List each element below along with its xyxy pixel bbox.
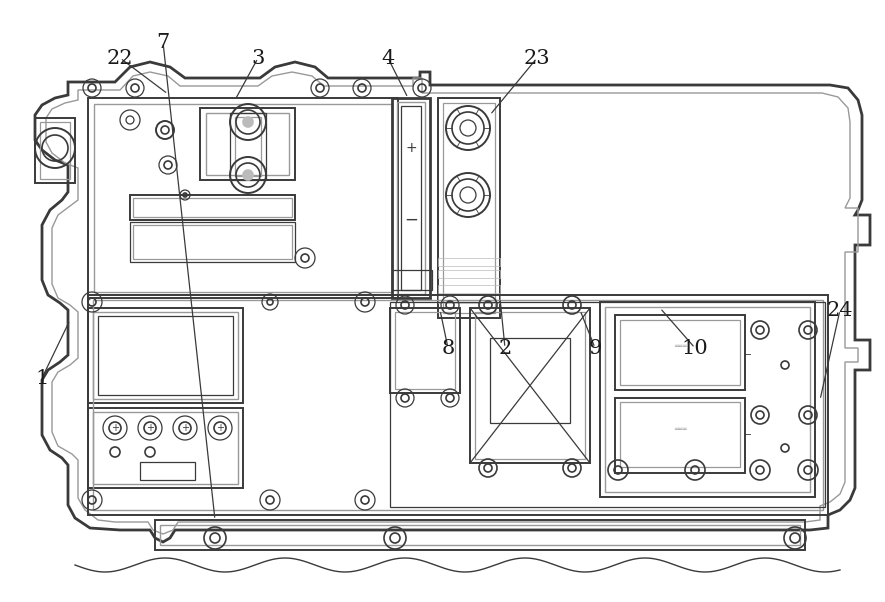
Bar	[206, 113, 289, 175]
Bar	[133, 198, 292, 217]
Bar	[438, 285, 500, 293]
Bar	[615, 398, 745, 473]
Bar	[35, 118, 75, 183]
Text: 8: 8	[442, 338, 455, 358]
Text: ─: ─	[744, 430, 750, 440]
Bar	[94, 104, 392, 292]
Bar	[93, 312, 238, 399]
Bar	[133, 225, 292, 259]
Circle shape	[243, 170, 253, 180]
Text: 10: 10	[681, 338, 708, 358]
Bar	[392, 270, 432, 290]
Bar	[88, 98, 398, 298]
Text: ─: ─	[744, 350, 750, 360]
Bar	[600, 302, 815, 497]
Bar	[475, 312, 585, 459]
Bar	[392, 98, 430, 298]
Text: 9: 9	[589, 338, 602, 358]
Bar	[200, 108, 295, 180]
Text: 22: 22	[107, 49, 134, 67]
Text: +: +	[216, 423, 224, 433]
Text: +: +	[146, 423, 154, 433]
Bar	[88, 308, 243, 403]
Text: +: +	[111, 423, 119, 433]
Bar	[470, 308, 590, 463]
Circle shape	[243, 117, 253, 127]
Bar	[438, 258, 500, 266]
Bar	[235, 117, 261, 176]
Text: +: +	[405, 141, 417, 155]
Bar	[88, 295, 828, 515]
Text: 7: 7	[157, 33, 170, 52]
Bar	[130, 222, 295, 262]
Bar	[397, 102, 425, 294]
Bar	[620, 320, 740, 385]
Text: 1: 1	[35, 368, 49, 388]
Bar	[93, 300, 823, 510]
Bar	[395, 312, 455, 389]
Bar	[98, 316, 233, 395]
Text: ═══: ═══	[673, 342, 687, 348]
Bar	[605, 307, 810, 492]
Text: ═══: ═══	[673, 425, 687, 431]
Bar	[160, 525, 800, 545]
Bar	[620, 402, 740, 467]
Text: −: −	[404, 211, 418, 229]
Bar	[438, 98, 500, 318]
Bar	[390, 308, 460, 393]
Bar	[390, 302, 825, 507]
Text: 2: 2	[498, 338, 512, 358]
Bar	[140, 462, 195, 480]
Bar	[230, 113, 266, 180]
Text: 4: 4	[381, 49, 395, 67]
Bar	[490, 338, 570, 423]
Bar	[130, 195, 295, 220]
Bar	[155, 520, 805, 550]
Bar	[438, 270, 500, 278]
Text: 23: 23	[524, 49, 550, 67]
Text: 24: 24	[827, 300, 853, 320]
Bar	[615, 315, 745, 390]
Bar	[443, 103, 495, 313]
Text: +: +	[181, 423, 189, 433]
Bar	[401, 106, 421, 290]
Bar	[88, 408, 243, 488]
Bar	[40, 122, 70, 179]
Bar	[438, 295, 500, 303]
Text: 3: 3	[251, 49, 265, 67]
Bar	[93, 412, 238, 484]
